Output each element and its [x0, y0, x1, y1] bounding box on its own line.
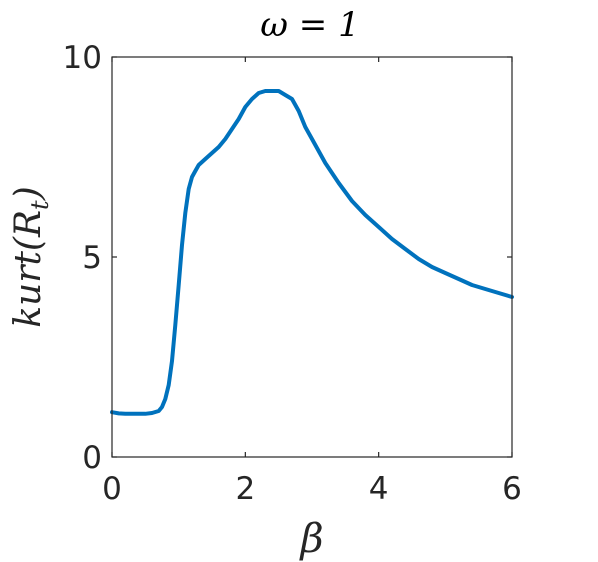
plot-area — [110, 89, 514, 416]
y-tick-label: 5 — [82, 240, 102, 276]
y-axis-label: kurt(Rt) — [8, 186, 54, 328]
y-axis-label-subscript: t — [26, 200, 54, 210]
y-axis-label-close: ) — [8, 186, 49, 201]
chart-title: ω = 1 — [260, 5, 359, 45]
x-tick-label: 6 — [502, 471, 522, 507]
x-axis-label: β — [298, 516, 323, 562]
axes: 0 2 4 6 0 5 10 — [63, 40, 522, 507]
x-tick-label: 2 — [235, 471, 255, 507]
series-line — [110, 89, 514, 416]
y-tick-label: 0 — [82, 440, 102, 476]
x-tick-label: 0 — [102, 471, 122, 507]
x-tick-label: 4 — [369, 471, 389, 507]
y-tick-label: 10 — [63, 40, 102, 76]
axes-box — [111, 56, 513, 458]
y-axis-label-main: kurt(R — [8, 210, 49, 328]
